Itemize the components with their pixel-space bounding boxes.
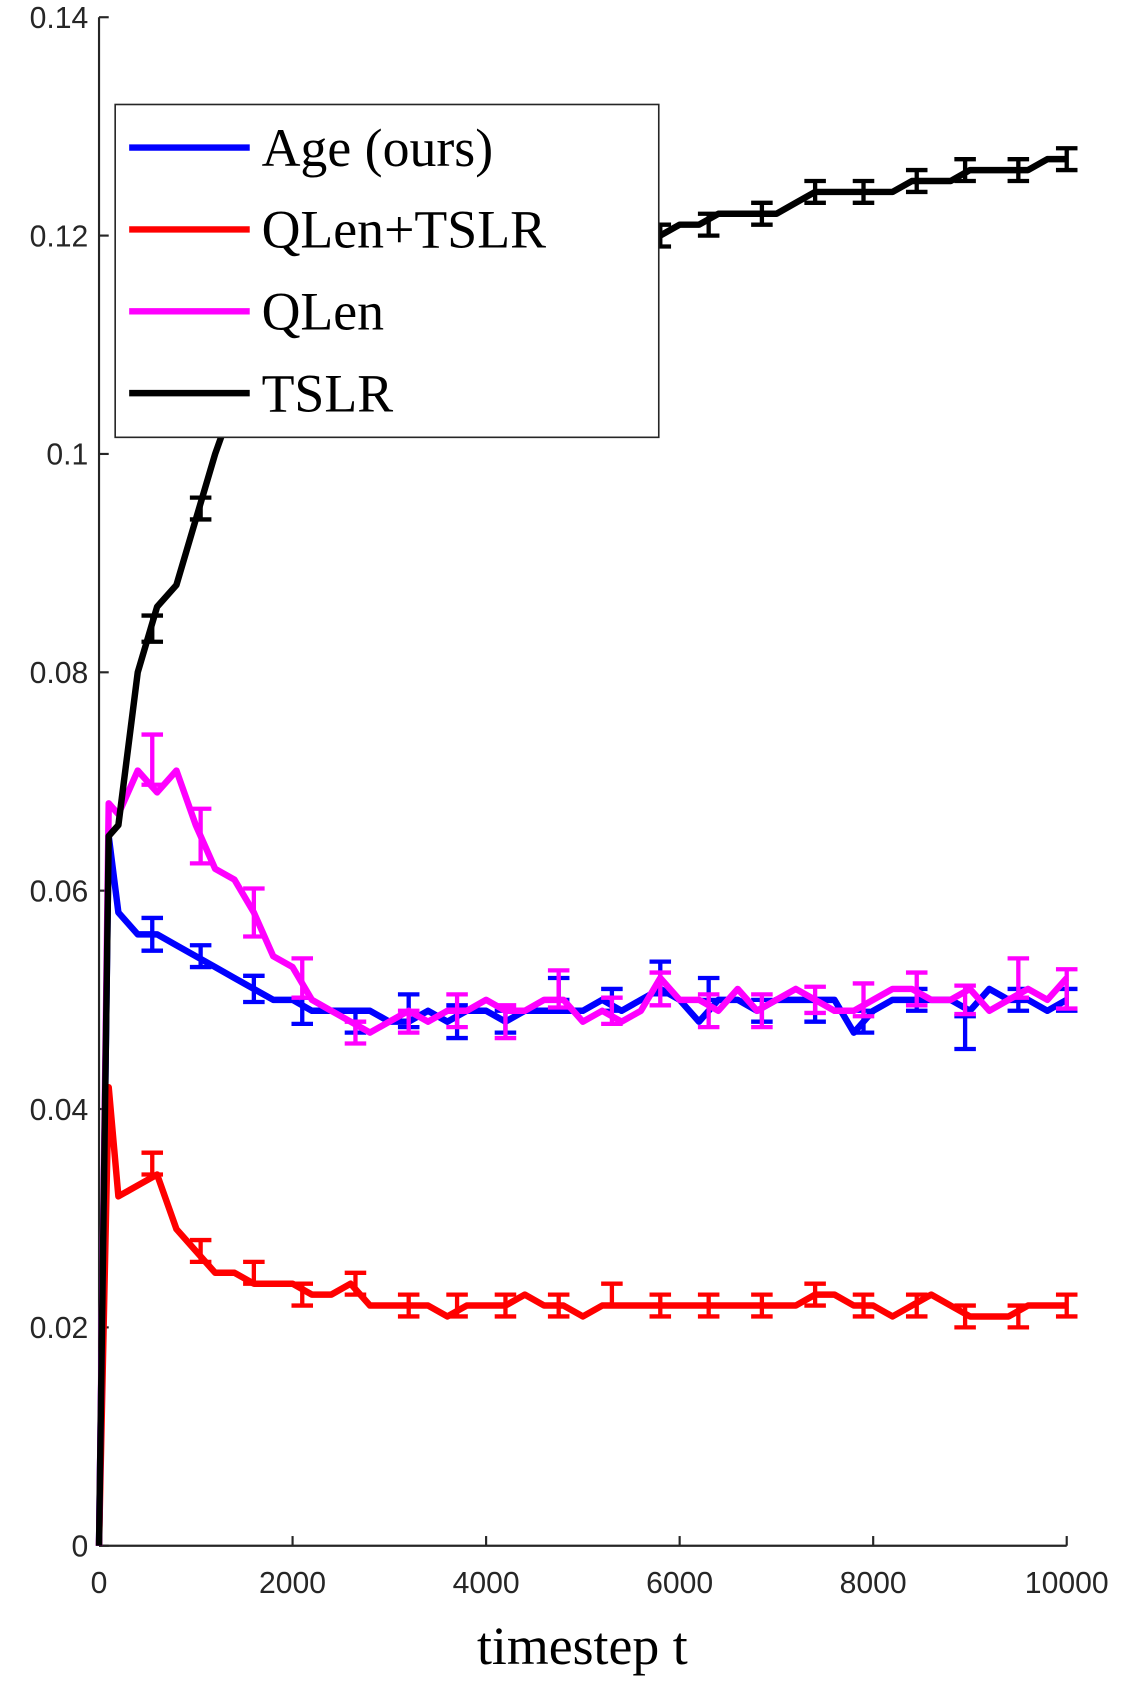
error-bar xyxy=(852,1292,875,1319)
error-bar xyxy=(141,915,164,953)
x-tick-label: 2000 xyxy=(259,1567,326,1600)
error-bar xyxy=(1007,1303,1030,1330)
series-line xyxy=(95,832,1069,1546)
error-bar xyxy=(804,1281,826,1308)
x-tick-label: 4000 xyxy=(453,1567,520,1600)
legend-label: QLen xyxy=(262,282,385,342)
y-tick-label: 0.12 xyxy=(30,220,89,253)
error-bar xyxy=(141,1150,164,1177)
x-tick-label: 0 xyxy=(91,1567,108,1600)
error-bar xyxy=(751,1292,773,1319)
error-bar xyxy=(397,1008,420,1035)
series-line xyxy=(95,767,1070,1546)
error-bar xyxy=(697,211,720,238)
error-bar xyxy=(1007,956,1030,1000)
error-bar xyxy=(189,943,212,970)
error-bar xyxy=(189,495,212,522)
error-bar xyxy=(344,1270,367,1297)
legend-label: TSLR xyxy=(262,363,394,423)
y-tick-label: 0.1 xyxy=(46,439,88,472)
y-tick-label: 0.14 xyxy=(30,2,89,35)
error-bar xyxy=(649,970,672,1008)
error-bar xyxy=(1007,157,1030,184)
error-bar xyxy=(1055,146,1078,173)
error-bar xyxy=(697,992,720,1030)
error-bar xyxy=(1055,967,1078,1011)
y-tick-label: 0.08 xyxy=(30,657,89,690)
error-bar xyxy=(446,1292,468,1319)
x-tick-label: 8000 xyxy=(840,1567,907,1600)
error-bar xyxy=(954,157,976,184)
error-bar xyxy=(446,992,468,1030)
error-bar xyxy=(601,1281,623,1308)
error-bar xyxy=(1055,1292,1078,1319)
error-bar xyxy=(954,983,976,1017)
error-bar xyxy=(397,1292,420,1319)
error-bar xyxy=(697,1292,720,1319)
error-bar xyxy=(243,973,265,1005)
error-bar xyxy=(547,968,570,1010)
y-tick-label: 0 xyxy=(72,1530,89,1563)
error-bar xyxy=(243,1259,265,1286)
error-bar xyxy=(905,1292,928,1319)
y-tick-label: 0.06 xyxy=(30,875,89,908)
error-bar xyxy=(601,995,623,1027)
legend-label: Age (ours) xyxy=(262,118,494,178)
error-bar xyxy=(905,167,928,195)
error-bar xyxy=(141,732,164,787)
y-tick-label: 0.04 xyxy=(30,1094,89,1127)
error-bar xyxy=(905,970,928,1008)
error-bar xyxy=(344,1019,367,1046)
error-bar xyxy=(494,1292,517,1319)
error-bar xyxy=(852,981,875,1019)
x-tick-label: 10000 xyxy=(1025,1567,1109,1600)
error-bar xyxy=(751,992,773,1030)
error-bar xyxy=(243,886,265,939)
error-bar xyxy=(804,984,826,1016)
x-tick-label: 6000 xyxy=(646,1567,713,1600)
error-bar xyxy=(649,1292,672,1319)
error-bar xyxy=(141,613,164,644)
error-bar xyxy=(189,806,212,866)
error-bar xyxy=(954,1014,976,1052)
error-bar xyxy=(291,956,314,1000)
error-bar xyxy=(852,178,875,205)
error-bar xyxy=(804,178,826,205)
error-bar xyxy=(291,1281,314,1308)
legend-box xyxy=(114,103,660,439)
y-tick-label: 0.02 xyxy=(30,1312,89,1345)
series-line xyxy=(95,1083,1067,1546)
x-axis-label: timestep t xyxy=(477,1616,688,1676)
error-bar xyxy=(954,1303,976,1330)
error-bar xyxy=(751,200,773,227)
error-bar xyxy=(189,1237,212,1265)
legend-label: QLen+TSLR xyxy=(262,200,547,260)
error-bar xyxy=(494,1003,517,1041)
error-bar xyxy=(547,1292,570,1319)
